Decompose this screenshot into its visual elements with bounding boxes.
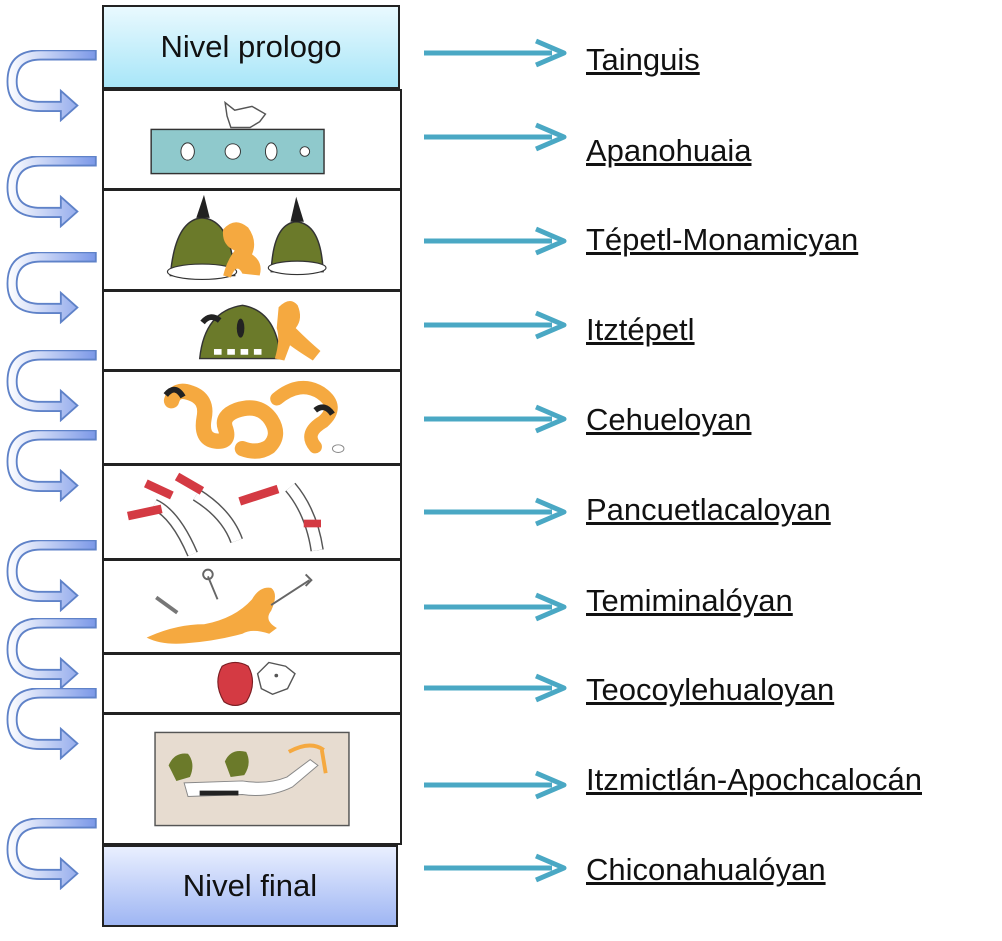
level-7-box <box>102 653 402 714</box>
curved-arrow-icon <box>6 540 97 612</box>
label-tainguis[interactable]: Tainguis <box>586 42 700 77</box>
level-final-label: Nivel final <box>182 868 318 903</box>
label-temiminaloyan[interactable]: Temiminalóyan <box>586 583 793 618</box>
rabbit-water-glyph <box>150 100 325 175</box>
hills-figure-glyph <box>166 194 327 280</box>
label-chiconahualoyan[interactable]: Chiconahualóyan <box>586 852 826 887</box>
right-arrow-icon <box>424 592 567 622</box>
label-pancuetlacaloyan[interactable]: Pancuetlacaloyan <box>586 492 831 527</box>
right-arrow-icon <box>424 38 567 68</box>
right-arrow-icon <box>424 497 567 527</box>
obsidian-hill-glyph <box>198 300 321 361</box>
right-arrow-icon <box>424 853 567 883</box>
level-2-box <box>102 189 402 291</box>
ritual-scene-glyph <box>154 731 350 827</box>
level-8-box <box>102 713 402 845</box>
level-prologo-box: Nivel prologo <box>102 5 400 89</box>
level-4-box <box>102 370 402 465</box>
curved-arrow-icon <box>6 618 97 690</box>
level-prologo-label: Nivel prologo <box>160 29 342 64</box>
curved-arrow-icon <box>6 252 97 324</box>
level-final-box: Nivel final <box>102 845 398 927</box>
label-cehueloyan[interactable]: Cehueloyan <box>586 402 752 437</box>
level-3-box <box>102 290 402 371</box>
curved-arrow-icon <box>6 430 97 502</box>
label-tepetl-monamicyan[interactable]: Tépetl-Monamicyan <box>586 222 859 257</box>
right-arrow-icon <box>424 770 567 800</box>
curved-arrow-icon <box>6 156 97 228</box>
right-arrow-icon <box>424 673 567 703</box>
level-1-box <box>102 89 402 190</box>
arrows-figure-glyph <box>146 568 313 644</box>
pot-jaguar-glyph <box>217 661 296 707</box>
curved-arrow-icon <box>6 688 97 760</box>
level-6-box <box>102 559 402 654</box>
label-itzmictlan-apochcalocan[interactable]: Itzmictlán-Apochcalocán <box>586 762 922 797</box>
label-apanohuaia[interactable]: Apanohuaia <box>586 133 752 168</box>
right-arrow-icon <box>424 226 567 256</box>
banners-glyph <box>126 472 324 557</box>
wind-swirl-glyph <box>163 380 345 459</box>
right-arrow-icon <box>424 310 567 340</box>
right-arrow-icon <box>424 122 567 152</box>
curved-arrow-icon <box>6 50 97 122</box>
curved-arrow-icon <box>6 350 97 422</box>
label-teocoylehualoyan[interactable]: Teocoylehualoyan <box>586 672 835 707</box>
label-itztepetl[interactable]: Itztépetl <box>586 312 695 347</box>
curved-arrow-icon <box>6 818 97 890</box>
right-arrow-icon <box>424 404 567 434</box>
level-5-box <box>102 464 402 560</box>
